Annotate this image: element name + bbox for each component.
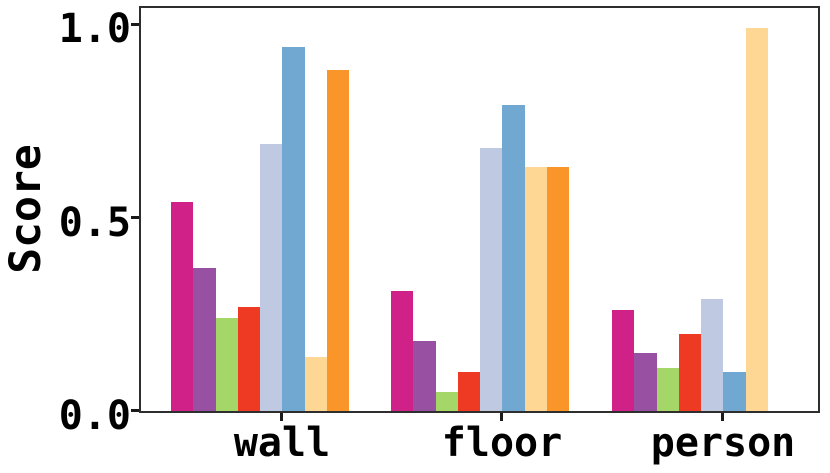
y-tick-mark-1.0	[131, 23, 140, 26]
x-tick-mark-wall	[280, 413, 283, 421]
bar-floor-orange	[546, 167, 569, 411]
x-tick-label-floor: floor	[441, 420, 563, 466]
x-tick-mark-person	[721, 413, 724, 421]
plot-area	[139, 6, 820, 413]
bar-wall-magenta	[171, 202, 194, 411]
bar-person-magenta	[612, 310, 635, 411]
bar-wall-purple	[193, 267, 216, 411]
bar-floor-purple	[413, 341, 436, 411]
bar-person-light-blue	[701, 298, 724, 411]
bar-person-green	[656, 368, 679, 411]
y-tick-label-1.0: 1.0	[58, 6, 131, 52]
y-tick-mark-0.5	[131, 216, 140, 219]
bar-person-red	[678, 333, 701, 411]
bar-floor-blue	[502, 105, 525, 411]
x-tick-label-wall: wall	[233, 420, 331, 466]
bar-floor-red	[457, 372, 480, 411]
bar-person-purple	[634, 352, 657, 411]
bar-wall-light-blue	[260, 143, 283, 411]
y-tick-label-0.5: 0.5	[58, 200, 131, 246]
x-tick-mark-floor	[500, 413, 503, 421]
y-tick-mark-0.0	[131, 409, 140, 412]
bar-wall-green	[215, 318, 238, 411]
bar-floor-magenta	[391, 291, 414, 411]
x-tick-label-person: person	[650, 420, 796, 466]
bar-wall-light-orange	[304, 356, 327, 411]
bar-wall-red	[237, 306, 260, 411]
bar-floor-light-blue	[480, 147, 503, 411]
bar-wall-orange	[326, 70, 349, 411]
bar-person-blue	[723, 372, 746, 411]
bar-floor-light-orange	[524, 167, 547, 411]
bar-floor-green	[435, 391, 458, 411]
y-tick-label-0.0: 0.0	[58, 393, 131, 439]
bar-person-light-orange	[745, 27, 768, 411]
bar-wall-blue	[282, 47, 305, 411]
